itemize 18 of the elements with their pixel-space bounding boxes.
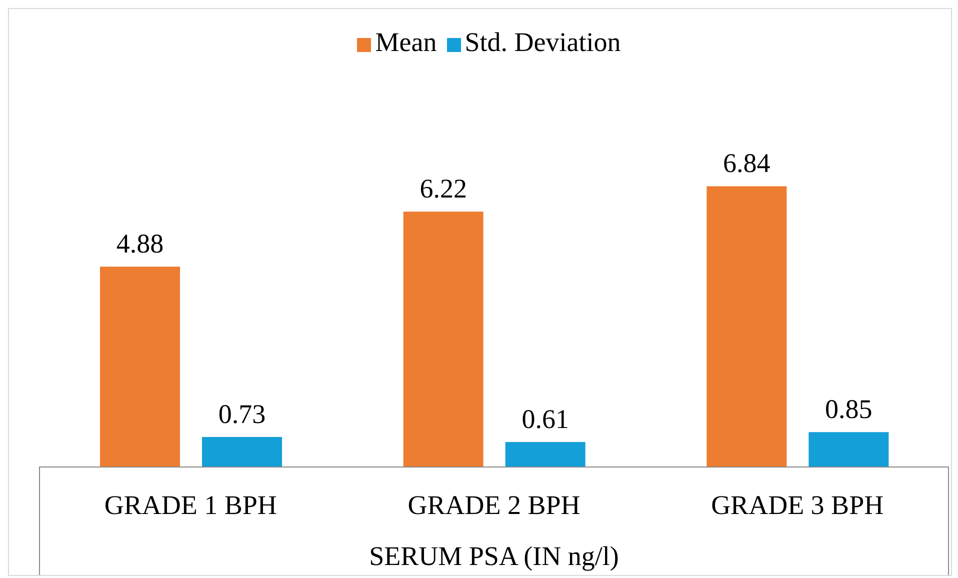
bar [202,437,282,467]
data-label: 6.84 [723,148,771,178]
x-axis-title: SERUM PSA (IN ng/l) [369,541,619,571]
data-label: 0.73 [218,399,266,430]
data-label: 6.22 [420,174,467,204]
x-tick-label: GRADE 1 BPH [104,490,277,520]
bar [808,432,889,467]
legend-label: Mean [375,27,437,57]
bar [505,442,586,467]
data-label: 4.88 [116,228,164,259]
bar [100,266,180,467]
x-tick-label: GRADE 3 BPH [711,490,884,520]
data-label: 0.85 [825,394,872,424]
bar [403,212,484,467]
legend-label: Std. Deviation [464,27,621,57]
x-tick-label: GRADE 2 BPH [408,490,580,520]
bar [706,186,787,467]
data-label: 0.61 [522,404,569,434]
